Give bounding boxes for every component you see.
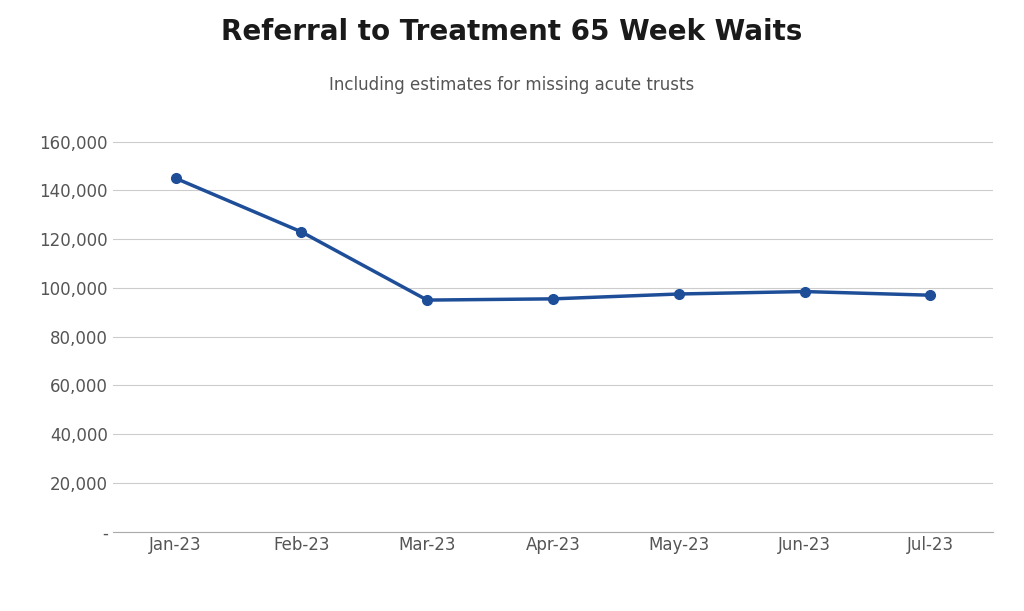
Text: Including estimates for missing acute trusts: Including estimates for missing acute tr… (330, 76, 694, 94)
Text: Referral to Treatment 65 Week Waits: Referral to Treatment 65 Week Waits (221, 18, 803, 46)
